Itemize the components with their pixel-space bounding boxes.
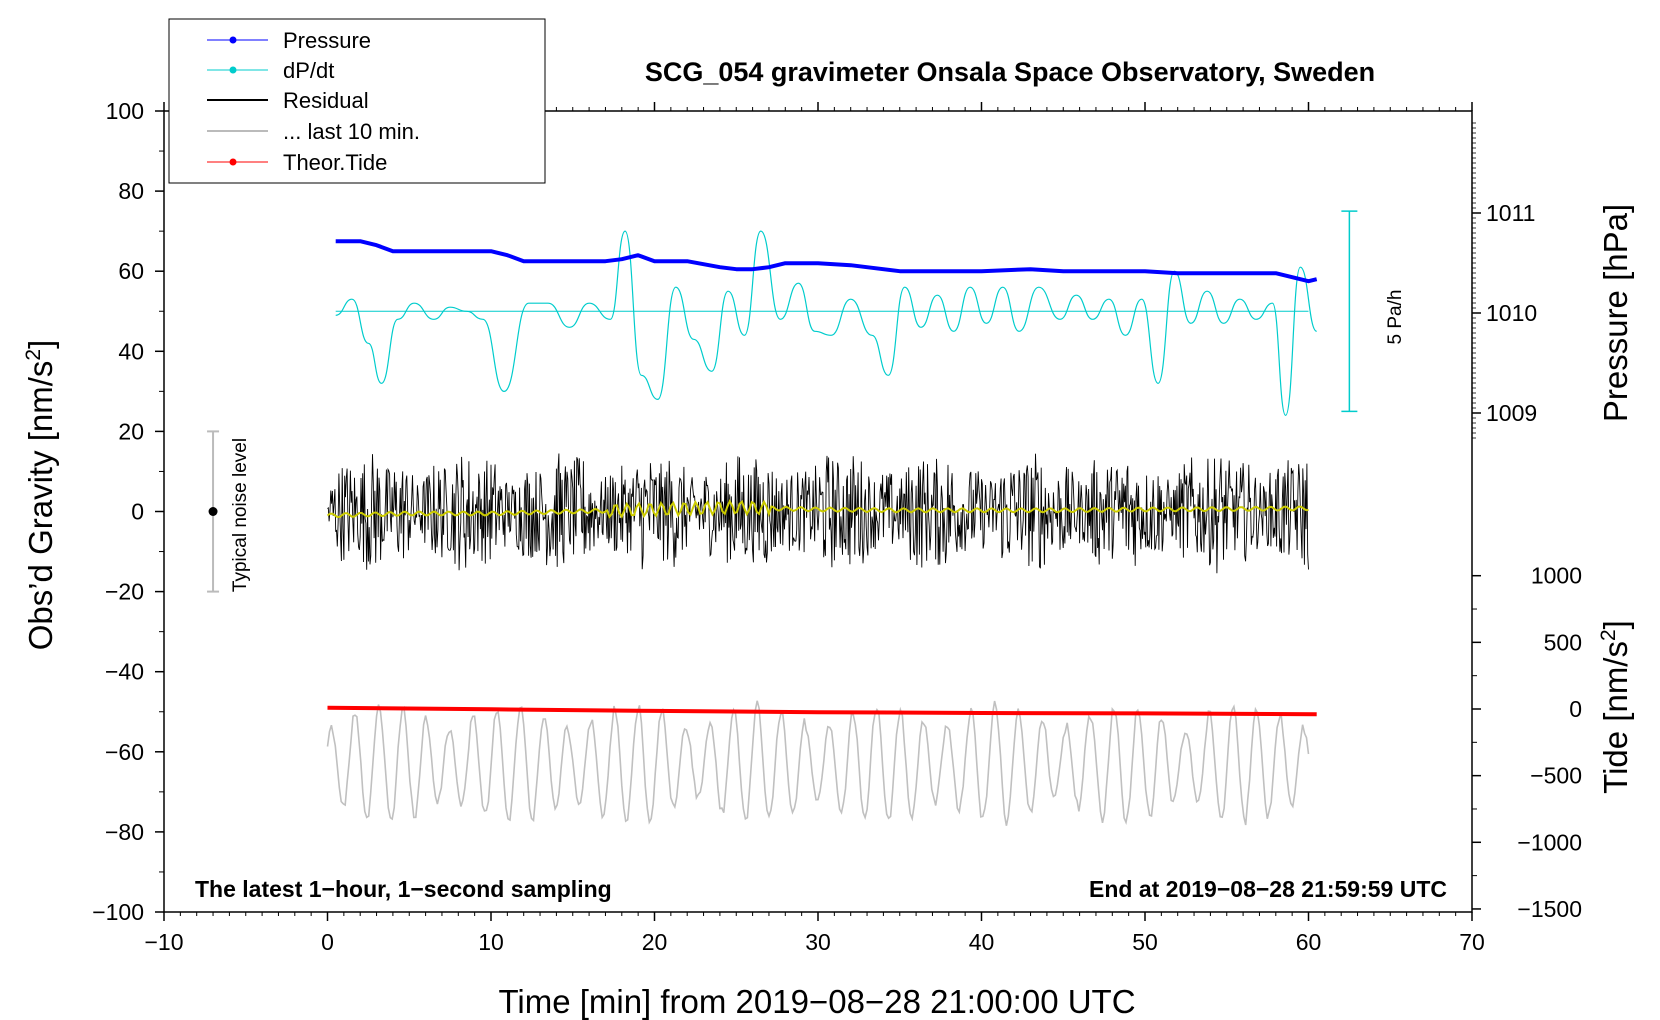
y-tick-label: 60 <box>118 258 144 284</box>
tide-tick-label: 0 <box>1569 696 1582 722</box>
y-axis-title-main-text: Obs’d Gravity [nm/s <box>22 361 59 651</box>
noise-bar-center-dot <box>208 507 218 516</box>
x-tick-label: 20 <box>642 929 668 955</box>
scale-bar-label: 5 Pa/h <box>1385 290 1406 345</box>
y-tick-label: 100 <box>106 98 144 124</box>
x-tick-label: 30 <box>805 929 831 955</box>
chart-title: SCG_054 gravimeter Onsala Space Observat… <box>645 57 1375 87</box>
y-tick-label: −20 <box>105 579 144 605</box>
annotations <box>207 210 1358 593</box>
y-tick-label: 40 <box>118 338 144 364</box>
pressure-tick-label: 1010 <box>1486 300 1537 326</box>
tide-tick-label: −500 <box>1530 763 1582 789</box>
tide-tick-label: −1000 <box>1517 829 1582 855</box>
legend-item-last10: ... last 10 min. <box>207 119 420 144</box>
x-tick-label: −10 <box>144 929 183 955</box>
legend-item-pressure: Pressure <box>207 28 371 53</box>
legend-item-residual: Residual <box>207 88 369 113</box>
series-layer <box>326 230 1318 826</box>
x-tick-label: 70 <box>1459 929 1485 955</box>
tide-tick-label: 1000 <box>1531 563 1582 589</box>
y-axis-title-tide-close: ] <box>1597 620 1634 629</box>
y-axis-title-tide: Tide [nm/s2] <box>1597 620 1634 794</box>
y-axis-title-main: Obs’d Gravity [nm/s2] <box>22 340 59 651</box>
x-tick-label: 0 <box>321 929 334 955</box>
y-axis-title-pressure: Pressure [hPa] <box>1597 204 1634 422</box>
noise-level-label: Typical noise level <box>230 438 251 592</box>
tide-tick-label: 500 <box>1544 629 1582 655</box>
x-tick-label: 50 <box>1132 929 1158 955</box>
y-axis-title-tide-text: Tide [nm/s <box>1597 641 1634 794</box>
y-tick-label: −40 <box>105 659 144 685</box>
legend-label-tide: Theor.Tide <box>283 150 387 175</box>
y-tick-label: 80 <box>118 178 144 204</box>
pressure-tick-label: 1009 <box>1486 400 1537 426</box>
series-dpdt-line <box>335 230 1318 417</box>
legend-item-tide: Theor.Tide <box>207 150 387 175</box>
y-axis-title-main-sup: 2 <box>22 349 45 361</box>
series-pressure-line <box>335 239 1318 284</box>
legend-item-dpdt: dP/dt <box>207 58 334 83</box>
legend-marker-dpdt <box>229 66 237 74</box>
y-axis-title-tide-sup: 2 <box>1597 629 1620 641</box>
y-tick-label: −80 <box>105 819 144 845</box>
y-tick-label: 0 <box>131 499 144 525</box>
series-last10-line <box>326 700 1310 826</box>
note-left: The latest 1−hour, 1−second sampling <box>195 876 612 902</box>
series-residual-smoothed-line <box>326 499 1309 519</box>
series-tide-line <box>327 705 1317 717</box>
series-residual-line <box>327 453 1309 574</box>
legend-label-pressure: Pressure <box>283 28 371 53</box>
legend-label-residual: Residual <box>283 88 369 113</box>
axes: −10 0 10 20 30 40 50 60 70−100−80−60−40−20020406… <box>92 98 1582 955</box>
x-tick-label: 40 <box>969 929 995 955</box>
note-right: End at 2019−08−28 21:59:59 UTC <box>1089 876 1447 902</box>
y-tick-label: −60 <box>105 739 144 765</box>
x-tick-label: 10 <box>478 929 504 955</box>
y-axis-title-main-close: ] <box>22 340 59 349</box>
legend-label-dpdt: dP/dt <box>283 58 334 83</box>
tide-tick-label: −1500 <box>1517 896 1582 922</box>
x-axis-title: Time [min] from 2019−08−28 21:00:00 UTC <box>498 983 1135 1020</box>
y-tick-label: 20 <box>118 418 144 444</box>
legend-marker-tide <box>229 158 237 166</box>
legend-marker-pressure <box>229 36 237 44</box>
x-tick-label: 60 <box>1296 929 1322 955</box>
y-tick-label: −100 <box>92 899 144 925</box>
pressure-tick-label: 1011 <box>1486 200 1535 226</box>
legend: Pressure dP/dt Residual ... last 10 min.… <box>168 18 546 184</box>
legend-label-last10: ... last 10 min. <box>283 119 420 144</box>
